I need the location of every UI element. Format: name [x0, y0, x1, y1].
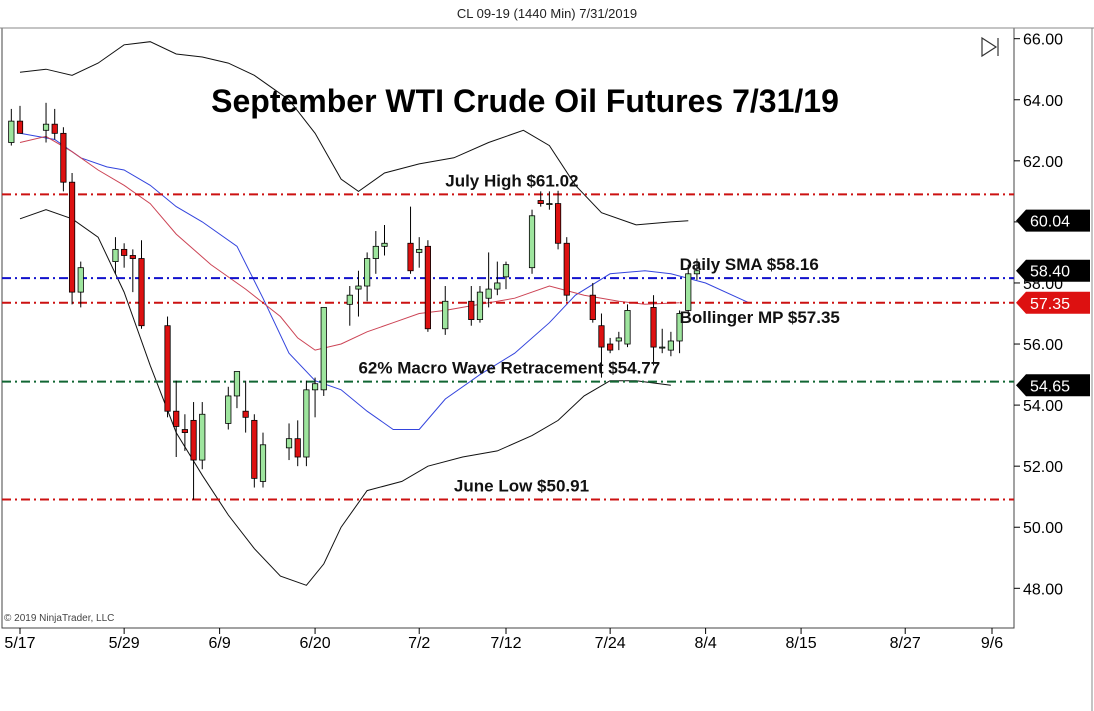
candle[interactable] [589, 294, 596, 321]
candle[interactable] [615, 337, 622, 342]
candle[interactable] [381, 242, 388, 247]
level-annotation: Bollinger MP $57.35 [680, 308, 840, 327]
level-annotation: June Low $50.91 [454, 476, 589, 495]
candle[interactable] [138, 258, 145, 327]
level-annotation: July High $61.02 [445, 171, 578, 190]
candle[interactable] [190, 419, 197, 461]
candle[interactable] [442, 300, 449, 330]
x-tick-label: 8/27 [890, 635, 921, 652]
candle[interactable] [607, 343, 614, 351]
x-tick-label: 7/12 [490, 635, 521, 652]
level-annotation: Daily SMA $58.16 [680, 255, 819, 274]
candle[interactable] [225, 395, 232, 424]
candle[interactable] [424, 245, 431, 330]
candle[interactable] [51, 123, 58, 134]
candle[interactable] [693, 270, 701, 275]
indicator-line-3 [19, 209, 671, 586]
candle[interactable] [659, 346, 666, 349]
candle[interactable] [685, 273, 692, 311]
candle[interactable] [364, 258, 371, 287]
y-tick-label: 48.00 [1023, 581, 1063, 598]
candle[interactable] [624, 310, 631, 345]
candle[interactable] [181, 429, 188, 433]
price-badge-label: 54.65 [1030, 378, 1070, 395]
y-tick-label: 56.00 [1023, 337, 1063, 354]
candle[interactable] [233, 371, 241, 397]
x-tick-label: 6/9 [208, 635, 230, 652]
chart-header: CL 09-19 (1440 Min) 7/31/2019 [0, 0, 1094, 28]
candle[interactable] [407, 242, 414, 272]
candle[interactable] [372, 245, 379, 259]
candle[interactable] [68, 181, 76, 293]
candle[interactable] [355, 285, 362, 290]
candle[interactable] [42, 123, 50, 131]
candle[interactable] [285, 438, 293, 449]
y-tick-label: 62.00 [1023, 154, 1063, 171]
indicator-line-2 [19, 41, 689, 226]
x-tick-label: 7/24 [595, 635, 626, 652]
instrument-title: CL 09-19 (1440 Min) 7/31/2019 [456, 6, 638, 21]
price-badge [1016, 291, 1090, 314]
candle[interactable] [537, 200, 544, 204]
candle[interactable] [485, 288, 492, 299]
indicator-line-1 [19, 135, 680, 351]
candle[interactable] [294, 438, 301, 458]
y-tick-label: 52.00 [1023, 459, 1063, 476]
candle[interactable] [676, 313, 683, 342]
x-tick-label: 7/2 [408, 635, 430, 652]
candle[interactable] [416, 248, 423, 253]
price-badge [1016, 209, 1090, 232]
x-tick-label: 5/17 [4, 635, 35, 652]
y-tick-label: 54.00 [1023, 398, 1063, 415]
candle[interactable] [112, 248, 119, 262]
skip-to-end-icon[interactable] [981, 36, 999, 58]
candle[interactable] [476, 291, 484, 321]
copyright-notice: © 2019 NinjaTrader, LLC [4, 613, 114, 624]
candle[interactable] [494, 282, 501, 290]
candle[interactable] [468, 300, 475, 321]
candle[interactable] [16, 120, 24, 134]
x-tick-label: 8/15 [786, 635, 817, 652]
price-badge [1016, 374, 1090, 397]
y-tick-label: 50.00 [1023, 520, 1063, 537]
price-badge-label: 57.35 [1030, 296, 1070, 313]
candle[interactable] [173, 410, 180, 427]
candle[interactable] [242, 410, 249, 418]
price-badge-label: 60.04 [1030, 214, 1070, 231]
y-tick-label: 66.00 [1023, 32, 1063, 49]
candle[interactable] [8, 120, 15, 143]
candle[interactable] [311, 383, 319, 391]
candle[interactable] [546, 203, 553, 205]
level-annotation: 62% Macro Wave Retracement $54.77 [358, 359, 660, 378]
chart-title: September WTI Crude Oil Futures 7/31/19 [211, 83, 839, 119]
y-tick-label: 64.00 [1023, 93, 1063, 110]
candle[interactable] [121, 248, 128, 256]
x-tick-label: 5/29 [109, 635, 140, 652]
candle[interactable] [251, 419, 258, 479]
price-badge [1016, 259, 1090, 282]
candle[interactable] [77, 267, 84, 293]
candle[interactable] [563, 242, 570, 296]
candle[interactable] [164, 325, 171, 412]
candle[interactable] [667, 340, 674, 351]
x-tick-label: 8/4 [694, 635, 716, 652]
x-tick-label: 9/6 [981, 635, 1003, 652]
candle[interactable] [320, 306, 327, 391]
candle[interactable] [502, 264, 510, 278]
price-badge-label: 58.40 [1030, 264, 1070, 281]
candle[interactable] [129, 255, 136, 259]
candle[interactable] [346, 294, 353, 305]
candle[interactable] [528, 215, 536, 269]
candle[interactable] [650, 306, 657, 348]
candle[interactable] [554, 203, 562, 244]
x-tick-label: 6/20 [300, 635, 331, 652]
candle[interactable] [60, 132, 67, 183]
candle[interactable] [303, 389, 310, 458]
candle[interactable] [598, 325, 605, 348]
candle[interactable] [259, 444, 267, 482]
candle[interactable] [199, 413, 206, 461]
indicator-line-0 [19, 132, 750, 430]
